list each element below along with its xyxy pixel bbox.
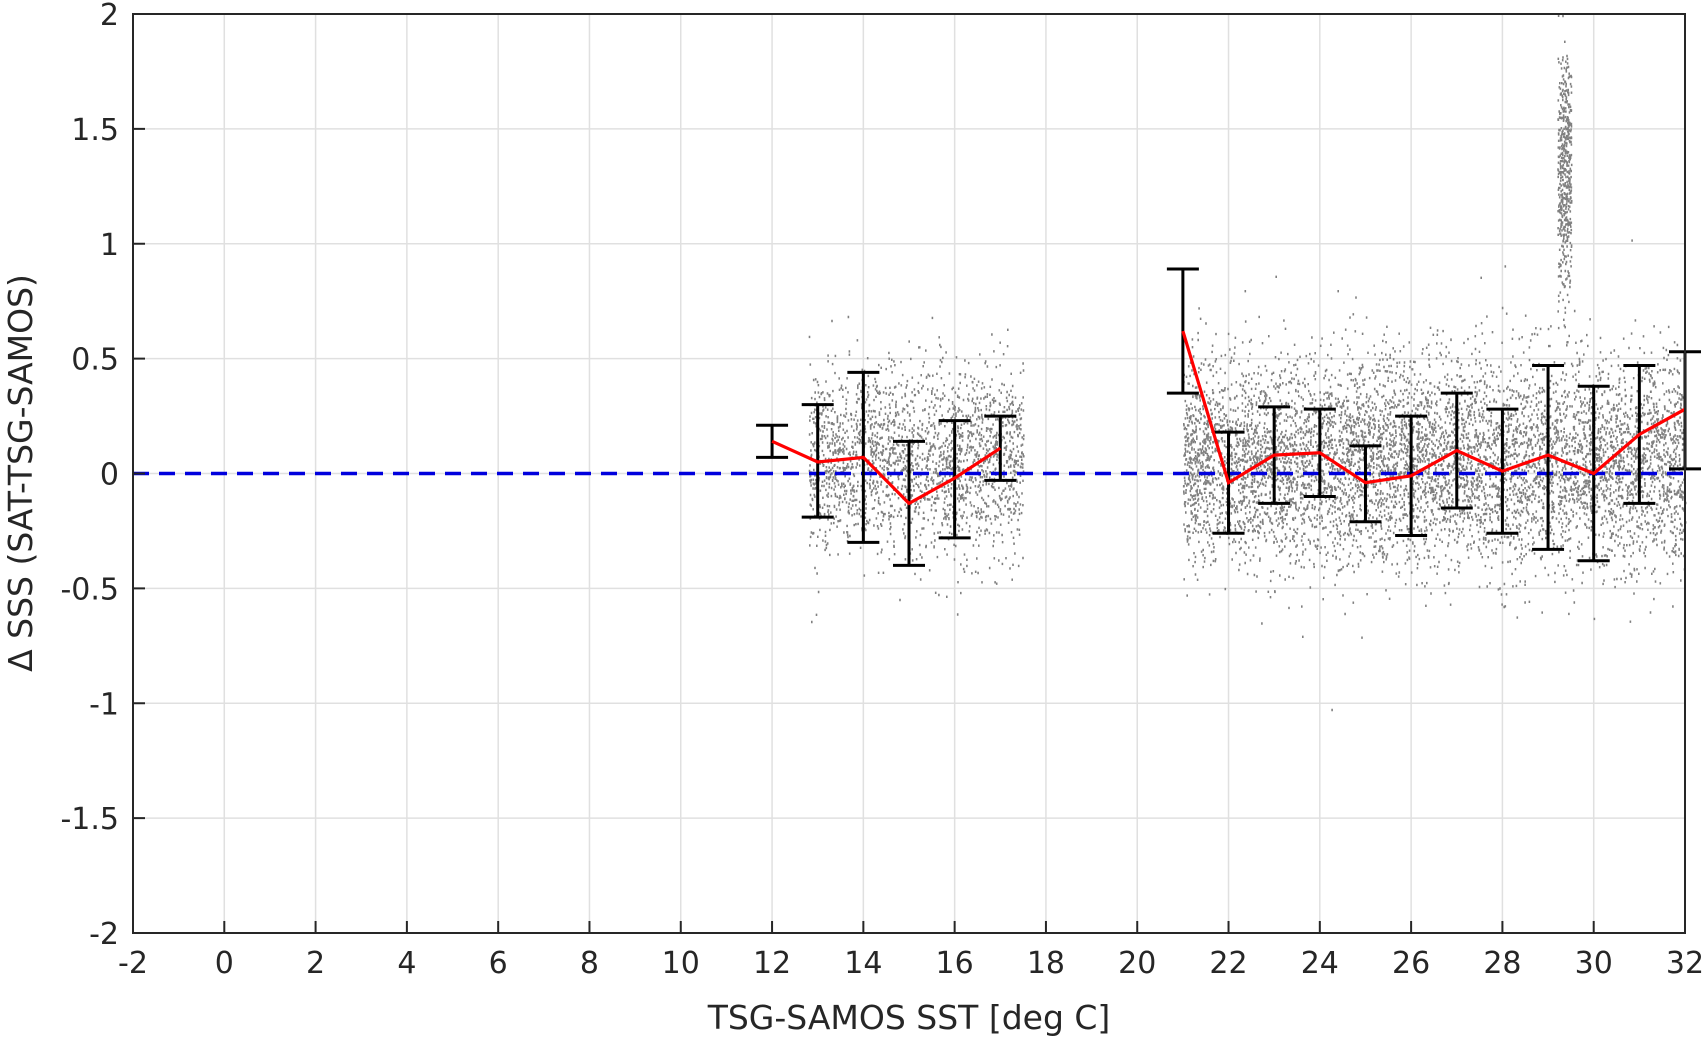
- y-tick-label-2: -1: [89, 687, 119, 722]
- error-bar-6: [1166, 267, 1199, 395]
- y-tick-label-6: 1: [100, 228, 119, 263]
- y-ticks: -2 -1.5 -1 -0.5 0 0.5 1 1.5 2: [60, 0, 145, 952]
- x-tick-label-3: 4: [397, 946, 416, 981]
- error-bar-14: [1532, 364, 1565, 551]
- mean-line-1: [1181, 330, 1686, 486]
- x-tick-label-8: 14: [844, 946, 882, 981]
- y-tick-label-4: 0: [100, 458, 119, 493]
- y-tick-label-5: 0.5: [71, 343, 119, 378]
- x-tick-label-5: 8: [580, 946, 599, 981]
- x-tick-label-13: 24: [1301, 946, 1339, 981]
- x-tick-label-7: 12: [753, 946, 791, 981]
- y-tick-label-1: -1.5: [60, 802, 119, 837]
- y-tick-label-8: 2: [100, 0, 119, 33]
- x-tick-label-11: 20: [1118, 946, 1156, 981]
- mean-line-0: [771, 439, 1002, 506]
- x-tick-label-16: 30: [1575, 946, 1613, 981]
- x-tick-label-0: -2: [118, 946, 148, 981]
- y-axis-title: Δ SSS (SAT-TSG-SAMOS): [1, 274, 40, 672]
- x-axis-title: TSG-SAMOS SST [deg C]: [707, 998, 1111, 1037]
- x-ticks: -2 0 2 4 6 8 10 12 14 16 18 20 22 24 26 28 30 32: [118, 921, 1704, 981]
- error-bar-0: [756, 423, 789, 459]
- y-tick-label-0: -2: [89, 917, 119, 952]
- x-tick-label-15: 28: [1483, 946, 1521, 981]
- x-tick-label-17: 32: [1666, 946, 1704, 981]
- mean-line-group: [771, 330, 1686, 506]
- x-tick-label-1: 0: [215, 946, 234, 981]
- x-tick-label-6: 10: [662, 946, 700, 981]
- x-tick-label-2: 2: [306, 946, 325, 981]
- x-tick-label-14: 26: [1392, 946, 1430, 981]
- y-tick-label-7: 1.5: [71, 113, 119, 148]
- y-tick-label-3: -0.5: [60, 572, 119, 607]
- x-tick-label-4: 6: [489, 946, 508, 981]
- x-tick-label-12: 22: [1209, 946, 1247, 981]
- x-tick-label-10: 18: [1027, 946, 1065, 981]
- x-tick-label-9: 16: [936, 946, 974, 981]
